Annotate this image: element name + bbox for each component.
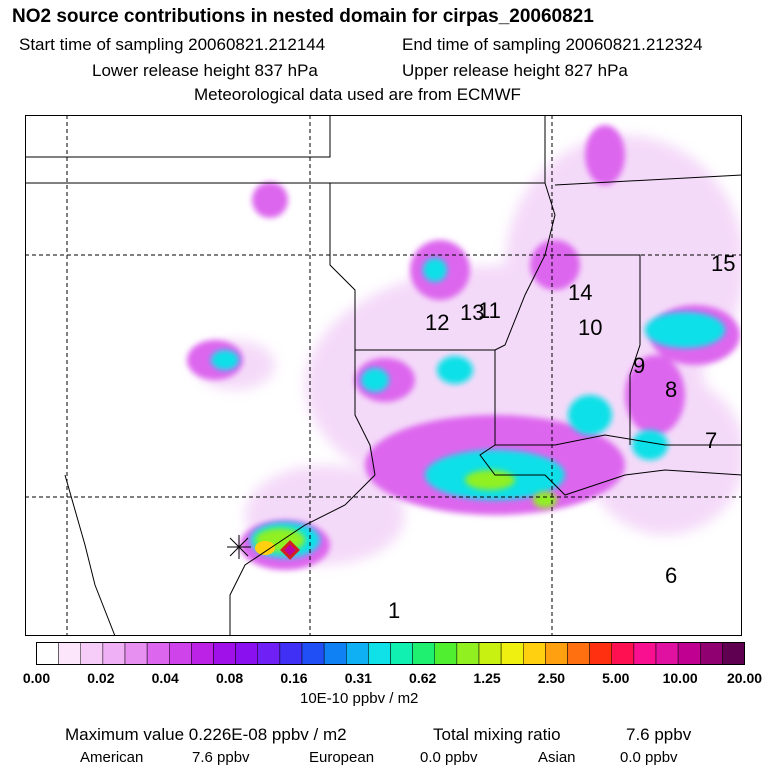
upper-release-height: Upper release height 827 hPa [402, 61, 628, 80]
colorbar-cell [279, 642, 303, 665]
region-label-10: 10 [578, 315, 602, 340]
page-title: NO2 source contributions in nested domai… [12, 6, 594, 27]
colorbar-cell [58, 642, 81, 665]
colorbar-tick-label: 2.50 [537, 670, 566, 686]
colorbar-units: 10E-10 ppbv / m2 [300, 690, 419, 707]
colorbar-cell [545, 642, 568, 665]
lower-release-height: Lower release height 837 hPa [92, 61, 318, 80]
colorbar-tick-label: 0.02 [87, 670, 115, 686]
colorbar-tick-label: 0.16 [280, 670, 308, 686]
colorbar-cell [677, 642, 701, 665]
end-time: End time of sampling 20060821.212324 [402, 35, 703, 54]
american-value: 7.6 ppbv [192, 749, 250, 766]
colorbar-cell [390, 642, 413, 665]
concentration-field [187, 125, 742, 570]
colorbar-cell [368, 642, 391, 665]
met-data-source: Meteorological data used are from ECMWF [194, 85, 521, 104]
colorbar-cell [700, 642, 723, 665]
colorbar-cell [434, 642, 458, 665]
total-mixing-ratio-value: 7.6 ppbv [626, 725, 692, 744]
colorbar-tick-label: 5.00 [602, 670, 630, 686]
region-label-12: 12 [425, 310, 449, 335]
colorbar [36, 642, 745, 665]
colorbar-tick-label: 0.08 [215, 670, 244, 686]
region-label-9: 9 [633, 353, 645, 378]
region-label-11: 11 [478, 298, 501, 323]
colorbar-cell [500, 642, 524, 665]
colorbar-cell [213, 642, 236, 665]
colorbar-cell [456, 642, 480, 665]
colorbar-cell [611, 642, 635, 665]
colorbar-cell [80, 642, 104, 665]
colorbar-cell [655, 642, 679, 665]
colorbar-cell [124, 642, 148, 665]
maximum-value: Maximum value 0.226E-08 ppbv / m2 [65, 725, 347, 744]
region-label-14: 14 [568, 280, 592, 305]
colorbar-tick-label: 0.62 [409, 670, 437, 686]
colorbar-tick-label: 10.00 [662, 670, 698, 686]
region-label-13: 13 [460, 300, 484, 325]
colorbar-cell [146, 642, 170, 665]
colorbar-cell [323, 642, 347, 665]
american-label: American [80, 749, 144, 766]
colorbar-tick-label: 1.25 [473, 670, 501, 686]
lat-lon-grid [25, 115, 742, 636]
asian-value: 0.0 ppbv [620, 749, 678, 766]
colorbar-cell [722, 642, 745, 665]
colorbar-tick-label: 0.00 [22, 670, 51, 686]
colorbar-tick-label: 0.31 [344, 670, 372, 686]
region-label-7: 7 [705, 428, 717, 453]
map-frame [25, 115, 742, 636]
colorbar-cell [412, 642, 435, 665]
european-label: European [309, 749, 375, 766]
colorbar-cell [191, 642, 214, 665]
colorbar-tick-label: 20.00 [726, 670, 763, 686]
colorbar-cell [36, 642, 59, 665]
colorbar-cell [589, 642, 612, 665]
colorbar-cell [478, 642, 502, 665]
colorbar-tick-label: 0.04 [151, 670, 179, 686]
colorbar-cell [169, 642, 192, 665]
start-time: Start time of sampling 20060821.212144 [19, 35, 326, 54]
region-label-8: 8 [665, 377, 677, 402]
colorbar-cell [346, 642, 369, 665]
map-panel: 1 6 7 8 9 10 11 12 13 14 15 [25, 115, 742, 636]
colorbar-cell [567, 642, 590, 665]
colorbar-cell [102, 642, 126, 665]
release-site-marker [227, 535, 251, 559]
region-label-6: 6 [665, 563, 677, 588]
region-label-15: 15 [711, 251, 735, 276]
asian-label: Asian [538, 749, 576, 766]
european-value: 0.0 ppbv [420, 749, 478, 766]
total-mixing-ratio-label: Total mixing ratio [433, 725, 561, 744]
region-label-1: 1 [388, 598, 400, 623]
colorbar-cell [235, 642, 258, 665]
colorbar-cell [523, 642, 546, 665]
colorbar-cell [301, 642, 325, 665]
colorbar-cell [633, 642, 657, 665]
colorbar-cell [257, 642, 281, 665]
